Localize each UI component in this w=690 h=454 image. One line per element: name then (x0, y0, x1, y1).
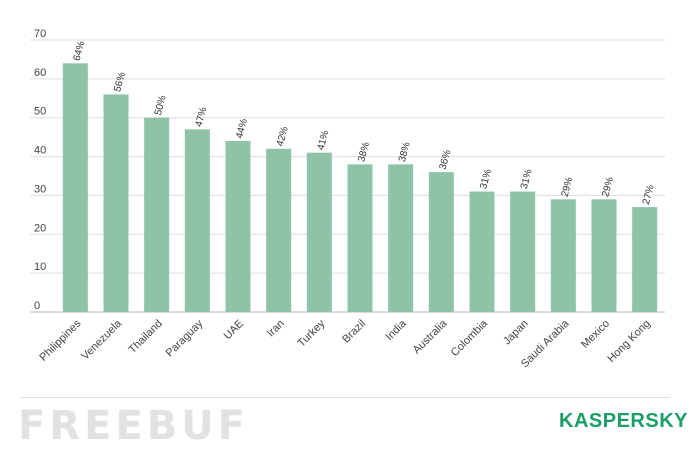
bar (550, 199, 576, 312)
x-tick-label: Paraguay (164, 317, 206, 359)
x-tick-label: Hong Kong (605, 318, 652, 365)
data-label: 31% (519, 168, 535, 190)
data-label: 36% (438, 149, 454, 171)
bar (469, 191, 495, 312)
kaspersky-logo: KASPERSKY lab (559, 410, 690, 433)
x-tick-label: Thailand (126, 318, 164, 356)
bar (266, 148, 292, 312)
bar (225, 141, 251, 312)
data-label: 31% (478, 168, 494, 190)
bar (144, 117, 170, 312)
data-label: 50% (153, 94, 169, 116)
bar (62, 63, 88, 312)
x-tick-label: India (383, 317, 409, 343)
x-tick-label: Turkey (295, 317, 327, 349)
footer-divider (20, 397, 670, 398)
bar (632, 207, 658, 312)
data-label: 64% (72, 40, 88, 62)
bar (428, 172, 454, 312)
bar (591, 199, 617, 312)
y-tick-label: 50 (34, 106, 46, 118)
bar (306, 152, 332, 312)
x-tick-label: Japan (501, 318, 531, 348)
bar (347, 164, 373, 312)
bar (510, 191, 536, 312)
y-tick-label: 20 (34, 222, 46, 234)
data-label: 56% (112, 71, 128, 93)
freebuf-watermark: FREEBUF (18, 403, 250, 449)
bar-chart: 0 10 20 30 40 50 60 70 64% Philippines 56% Venezuel… (30, 28, 665, 370)
data-label: 29% (560, 176, 576, 198)
x-tick-label: Mexico (579, 318, 612, 351)
y-tick-label: 60 (34, 67, 46, 79)
data-label: 44% (234, 118, 250, 140)
data-label: 38% (397, 141, 413, 163)
y-tick-label: 70 (34, 28, 46, 40)
x-tick-label: Australia (411, 317, 450, 356)
bar (184, 129, 210, 312)
kaspersky-logo-text: KASPERSKY (559, 410, 688, 432)
data-label: 47% (194, 106, 210, 128)
y-tick-label: 40 (34, 145, 46, 157)
y-tick-label: 10 (34, 261, 46, 273)
y-tick-label: 30 (34, 183, 46, 195)
x-tick-label: Philippines (37, 317, 83, 363)
x-tick-label: Brazil (340, 318, 368, 346)
bar (388, 164, 414, 312)
x-tick-label: Venezuela (79, 317, 124, 362)
y-tick-label: 0 (34, 300, 40, 312)
bar (103, 94, 129, 313)
data-label: 38% (356, 141, 372, 163)
data-label: 27% (641, 184, 657, 206)
x-tick-label: Iran (265, 318, 287, 340)
data-label: 41% (316, 129, 332, 151)
data-label: 42% (275, 125, 291, 147)
x-tick-label: UAE (222, 318, 246, 342)
data-label: 29% (600, 176, 616, 198)
x-tick-label: Colombia (449, 317, 491, 359)
